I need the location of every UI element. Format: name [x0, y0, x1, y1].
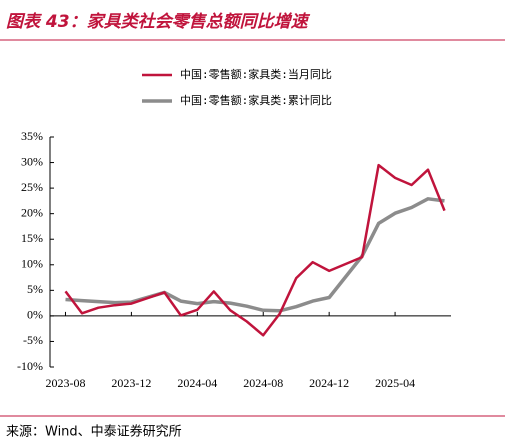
- series-line: [65, 197, 445, 313]
- source-note: 来源：Wind、中泰证券研究所: [6, 424, 182, 440]
- y-tick-label: -5%: [23, 333, 43, 347]
- legend-label: 中国:零售额:家具类:当月同比: [180, 67, 332, 81]
- legend-label: 中国:零售额:家具类:累计同比: [180, 93, 332, 107]
- x-tick-label: 2024-12: [309, 376, 349, 390]
- y-tick-label: 10%: [21, 257, 43, 271]
- y-tick-label: 20%: [21, 205, 43, 219]
- y-tick-label: 35%: [21, 129, 43, 143]
- x-tick-label: 2023-08: [45, 376, 85, 390]
- y-tick-label: 25%: [21, 180, 43, 194]
- y-tick-label: 30%: [21, 154, 43, 168]
- y-tick-label: 5%: [27, 282, 43, 296]
- x-tick-label: 2025-04: [375, 376, 415, 390]
- y-tick-label: 0%: [27, 308, 43, 322]
- x-tick-label: 2024-04: [177, 376, 217, 390]
- series-line: [64, 163, 446, 337]
- y-tick-label: -10%: [17, 359, 43, 373]
- x-tick-label: 2024-08: [243, 376, 283, 390]
- x-tick-label: 2023-12: [111, 376, 151, 390]
- chart-title: 图表 43：家具类社会零售总额同比增速: [6, 12, 311, 32]
- y-tick-label: 15%: [21, 231, 43, 245]
